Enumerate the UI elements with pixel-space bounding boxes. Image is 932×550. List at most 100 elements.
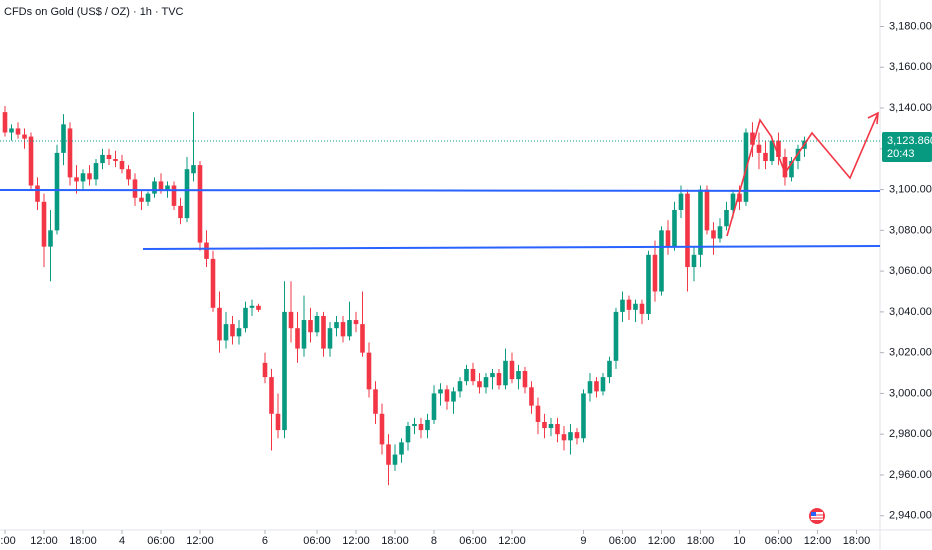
candle-body	[360, 324, 365, 353]
candle-body	[236, 328, 242, 337]
candle-body	[223, 324, 229, 341]
candle-body	[555, 424, 560, 435]
candle-body	[594, 381, 599, 392]
candle-body	[282, 311, 287, 431]
candle-body	[659, 230, 664, 292]
support-line	[0, 189, 881, 192]
candle-body	[607, 360, 612, 378]
candle-body	[503, 360, 508, 386]
y-tick-label: 2,940.000	[889, 510, 932, 522]
candle-body	[327, 328, 333, 349]
candle-body	[249, 305, 255, 308]
candle-body	[698, 189, 703, 255]
candle-body	[548, 424, 554, 429]
y-tick-label: 3,060.000	[889, 265, 932, 277]
y-tick-label: 3,180.000	[889, 20, 932, 32]
candle-body	[262, 362, 268, 378]
candle-body	[301, 320, 307, 349]
candle-body	[41, 201, 47, 247]
x-tick-label: 06:00	[459, 535, 487, 547]
candle-body	[711, 230, 716, 239]
candle-body	[275, 413, 281, 431]
candle-body	[379, 413, 385, 445]
y-tick-label: 2,980.000	[889, 428, 932, 440]
x-tick-label: 12:00	[30, 535, 58, 547]
x-tick-label: 18:00	[843, 535, 871, 547]
x-tick-label: 06:00	[765, 535, 793, 547]
candle-body	[132, 179, 138, 198]
last-price-badge	[882, 131, 932, 162]
candle-body	[93, 163, 99, 180]
candle-body	[321, 315, 326, 349]
candle-body	[2, 112, 8, 133]
candle-body	[386, 444, 391, 465]
x-tick-label: 18:00	[69, 535, 97, 547]
x-tick-label: 18:00	[381, 535, 409, 547]
x-tick-label: 6	[262, 535, 268, 547]
candle-body	[438, 389, 443, 394]
candle-body	[724, 209, 729, 227]
y-tick-label: 3,020.000	[889, 347, 932, 359]
candle-body	[178, 205, 183, 219]
candle-body	[171, 185, 177, 206]
candle-body	[217, 307, 222, 341]
candle-body	[678, 193, 684, 210]
candle-body	[405, 426, 411, 443]
y-tick-label: 3,000.000	[889, 387, 932, 399]
x-tick-label: 4	[119, 535, 125, 547]
candle-body	[789, 161, 794, 178]
candle-body	[464, 368, 469, 382]
candle-body	[425, 419, 430, 431]
candle-body	[529, 387, 534, 406]
candle-body	[295, 328, 300, 349]
candle-body	[48, 230, 53, 247]
x-tick-label: 12:00	[648, 535, 676, 547]
candle-body	[392, 454, 398, 465]
candle-body	[535, 405, 541, 422]
candle-body	[522, 371, 528, 388]
candle-body	[477, 381, 482, 388]
candle-body	[35, 185, 40, 202]
x-tick-label: 12:00	[186, 535, 214, 547]
candle-body	[366, 352, 372, 390]
last-price-label: 3,123.860	[887, 135, 932, 147]
candle-body	[100, 154, 105, 164]
candle-body	[80, 173, 86, 182]
candle-body	[737, 193, 742, 202]
candle-body	[340, 322, 346, 337]
candle-body	[373, 389, 378, 414]
candle-body	[61, 124, 66, 153]
candle-body	[106, 154, 112, 159]
projection-arrowhead	[867, 111, 879, 125]
x-tick-label: 06:00	[609, 535, 637, 547]
candle-body	[334, 322, 339, 329]
candle-body	[704, 189, 710, 231]
candle-body	[87, 173, 92, 180]
candle-body	[308, 320, 313, 333]
candle-body	[191, 165, 196, 174]
candle-body	[620, 299, 625, 312]
x-tick-label: 12:00	[804, 535, 832, 547]
candle-body	[210, 258, 216, 308]
x-tick-label: 06:00	[303, 535, 331, 547]
chart-title: CFDs on Gold (US$ / OZ) · 1h · TVC	[4, 6, 184, 18]
candle-body	[197, 165, 203, 243]
candle-body	[412, 424, 417, 427]
candle-body	[126, 169, 131, 180]
candle-body	[691, 254, 697, 268]
x-tick-label: 8	[431, 535, 437, 547]
candle-body	[581, 393, 586, 439]
x-tick-label: 06:00	[147, 535, 175, 547]
candle-body	[776, 140, 781, 157]
y-tick-label: 3,040.000	[889, 306, 932, 318]
candle-body	[15, 128, 21, 135]
candle-body	[431, 393, 437, 420]
candle-body	[67, 128, 73, 178]
flag-icon	[809, 508, 825, 524]
candle-body	[574, 432, 580, 439]
candle-body	[568, 432, 573, 441]
y-tick-label: 3,160.000	[889, 61, 932, 73]
y-tick-label: 2,960.000	[889, 469, 932, 481]
candle-body	[314, 315, 320, 333]
